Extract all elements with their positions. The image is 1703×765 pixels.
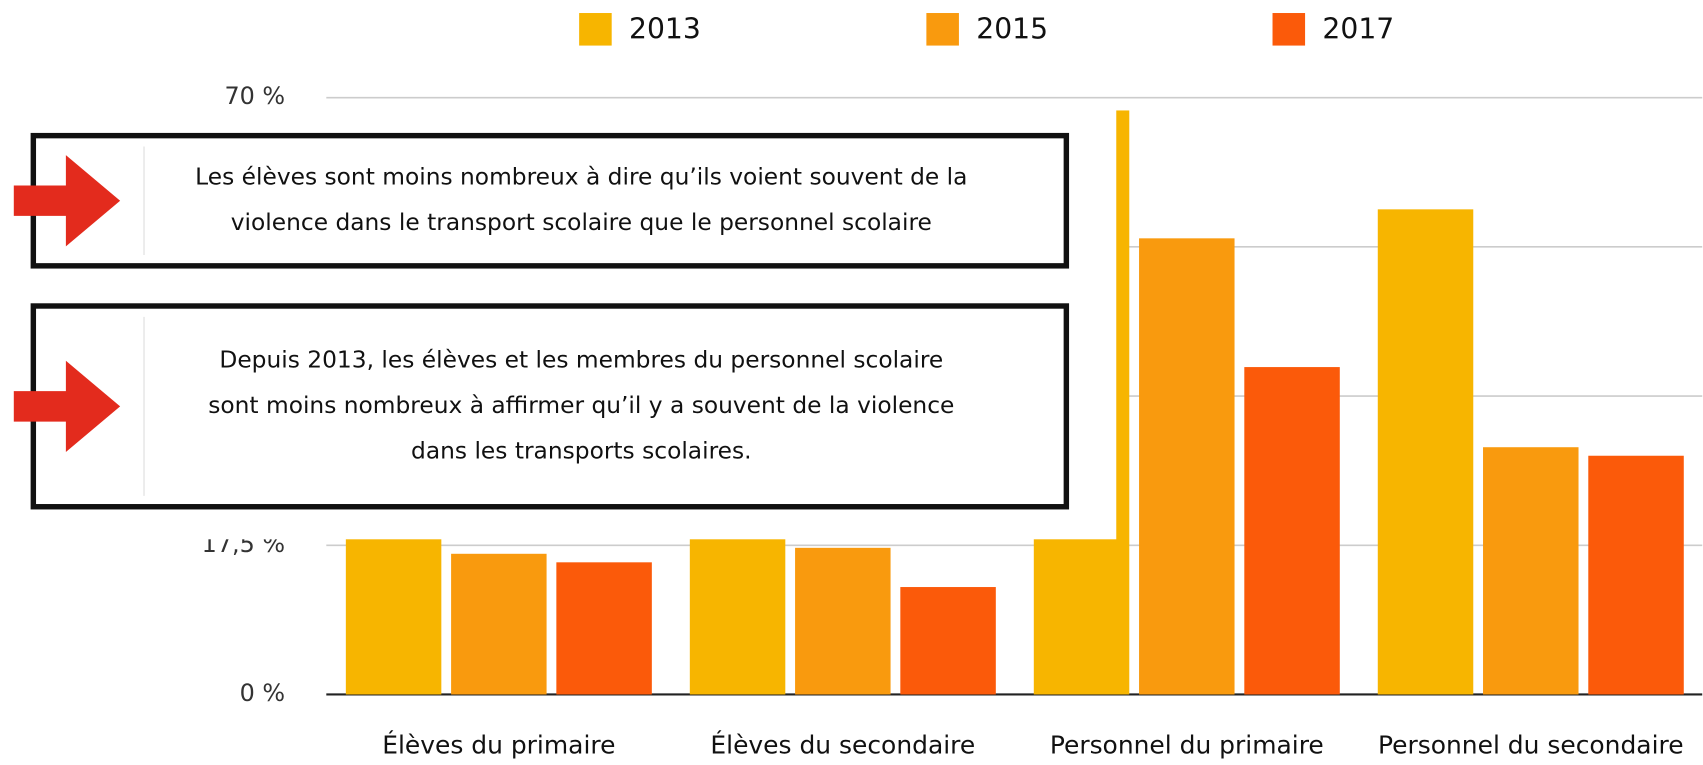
bar [556, 562, 652, 695]
legend-label: 2015 [976, 12, 1048, 45]
y-tick-label: 0 % [240, 679, 285, 707]
annotation-box [30, 132, 1070, 269]
arrow [13, 155, 121, 247]
x-tick-label: Élèves du secondaire [710, 731, 975, 760]
bar [451, 553, 547, 695]
bar [1244, 367, 1340, 695]
legend-swatch [579, 13, 612, 46]
bar [1588, 455, 1684, 695]
annotation-text: Les élèves sont moins nombreux à dire qu… [195, 163, 967, 190]
legend-swatch [1272, 13, 1306, 46]
x-tick-label: Personnel du secondaire [1378, 731, 1684, 760]
annotation-text: violence dans le transport scolaire que … [231, 209, 932, 236]
bar [900, 587, 996, 695]
legend-label: 2013 [629, 12, 701, 45]
legend-label: 2017 [1322, 12, 1394, 45]
x-tick-label: Personnel du primaire [1050, 731, 1324, 760]
y-tick-label: 70 % [224, 82, 285, 110]
bar [1139, 238, 1235, 695]
bar [795, 547, 891, 695]
legend-swatch [926, 13, 959, 46]
annotation-text: Depuis 2013, les élèves et les membres d… [219, 346, 943, 373]
bar [1377, 209, 1474, 695]
x-tick-label: Élèves du primaire [382, 731, 615, 760]
annotation-text: dans les transports scolaires. [411, 437, 752, 464]
bar [1483, 447, 1579, 695]
annotation-text: sont moins nombreux à affirmer qu’il y a… [208, 392, 954, 419]
arrow [13, 360, 121, 452]
